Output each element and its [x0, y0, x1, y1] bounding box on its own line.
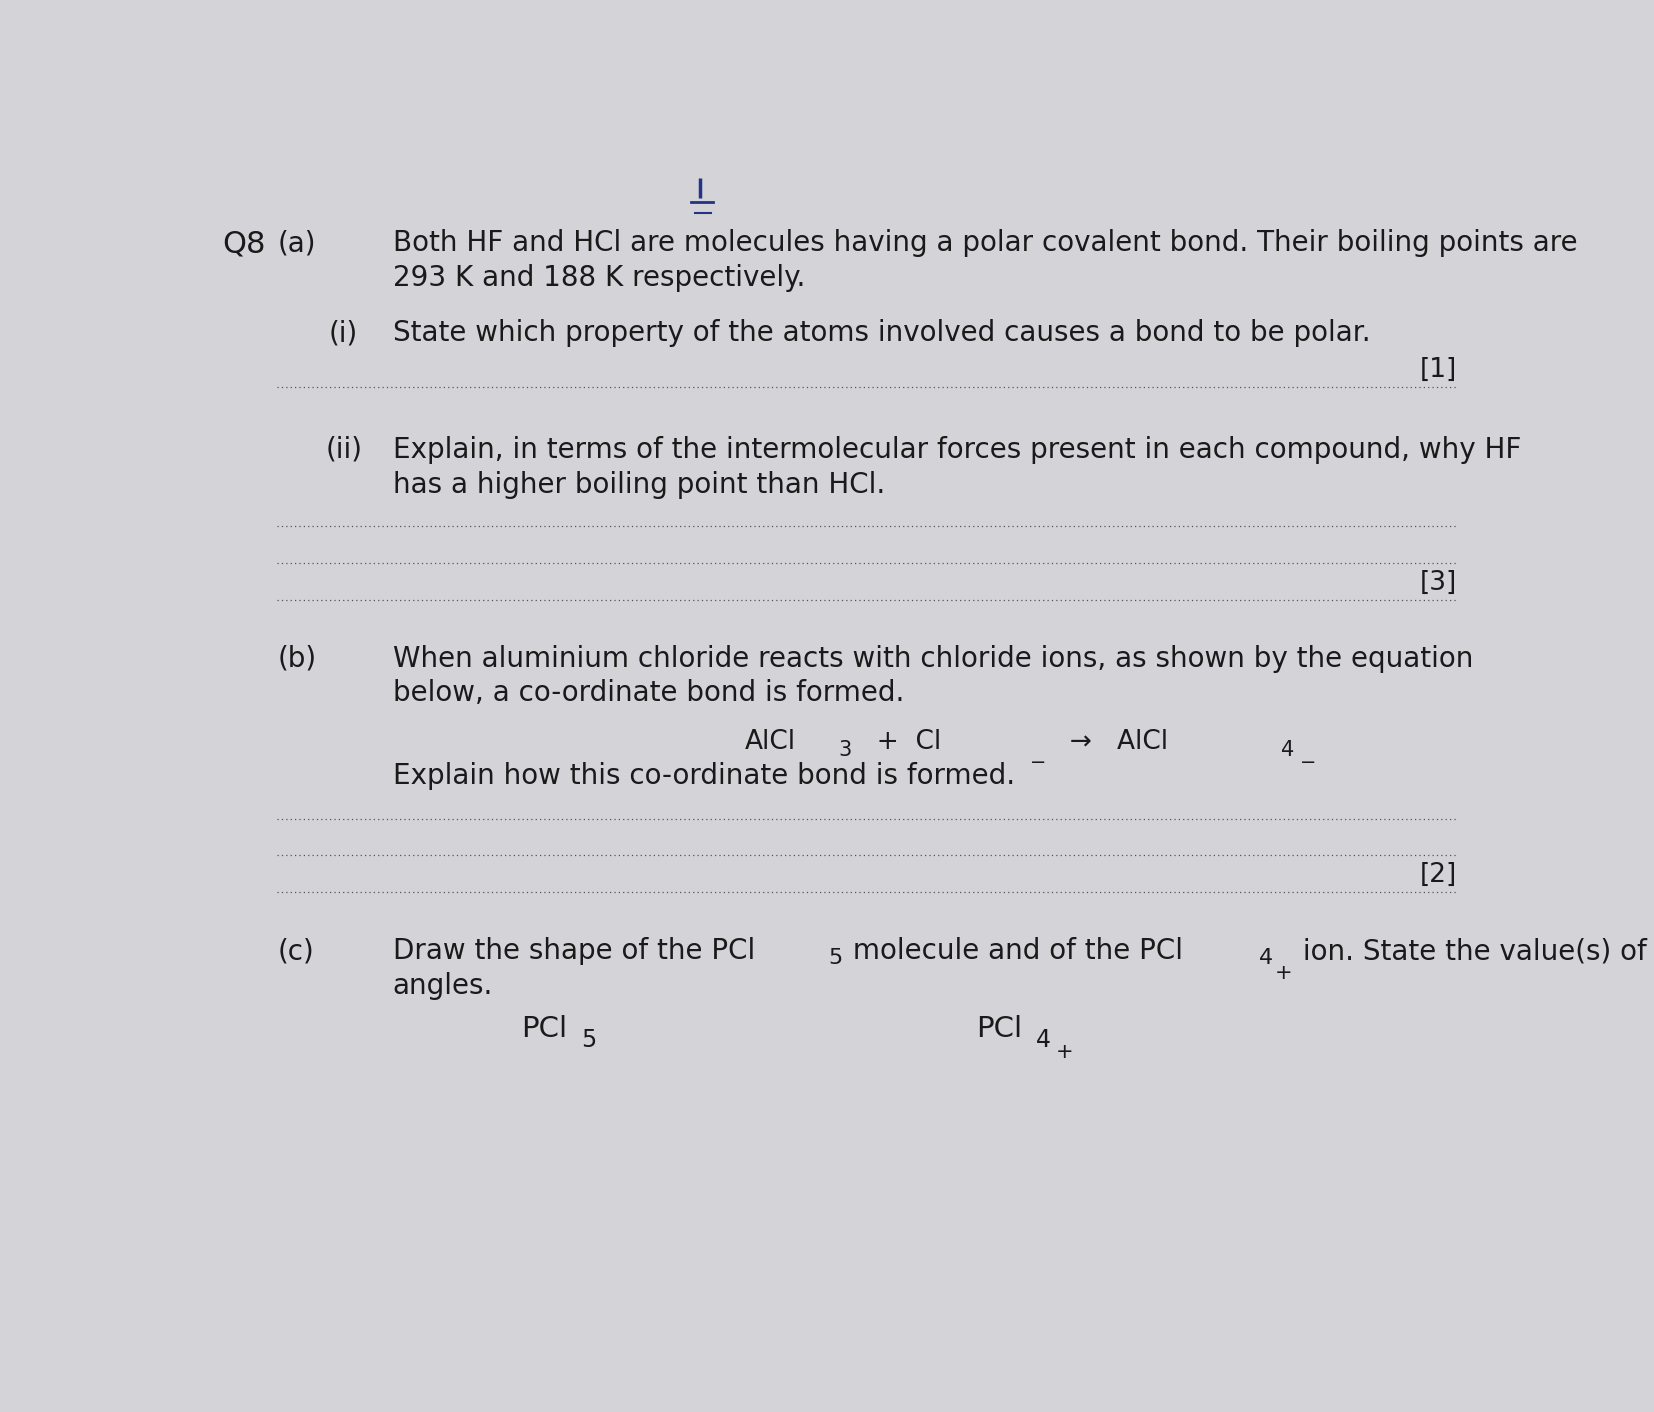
Text: 5: 5 [829, 947, 842, 967]
Text: When aluminium chloride reacts with chloride ions, as shown by the equation: When aluminium chloride reacts with chlo… [392, 644, 1474, 672]
Text: −: − [1030, 753, 1045, 772]
Text: (a): (a) [278, 229, 316, 257]
Text: (ii): (ii) [326, 436, 362, 463]
Text: AlCl: AlCl [744, 730, 796, 755]
Text: 5: 5 [581, 1028, 597, 1052]
Text: ion. State the value(s) of the bond: ion. State the value(s) of the bond [1293, 938, 1654, 964]
Text: Explain, in terms of the intermolecular forces present in each compound, why HF: Explain, in terms of the intermolecular … [392, 436, 1522, 463]
Text: [1]: [1] [1419, 357, 1457, 383]
Text: (c): (c) [278, 938, 314, 964]
Text: Q8: Q8 [222, 229, 266, 258]
Text: Both HF and HCl are molecules having a polar covalent bond. Their boiling points: Both HF and HCl are molecules having a p… [392, 229, 1578, 257]
Text: (i): (i) [329, 319, 357, 347]
Text: 293 K and 188 K respectively.: 293 K and 188 K respectively. [392, 264, 805, 292]
Text: angles.: angles. [392, 971, 493, 1000]
Text: [3]: [3] [1419, 569, 1457, 596]
Text: 4: 4 [1259, 947, 1274, 967]
Text: below, a co-ordinate bond is formed.: below, a co-ordinate bond is formed. [392, 679, 905, 707]
Text: State which property of the atoms involved causes a bond to be polar.: State which property of the atoms involv… [392, 319, 1370, 347]
Text: +  Cl: + Cl [860, 730, 941, 755]
Text: PCl: PCl [976, 1015, 1022, 1043]
Text: Explain how this co-ordinate bond is formed.: Explain how this co-ordinate bond is for… [392, 762, 1016, 789]
Text: +: + [1055, 1042, 1073, 1062]
Text: →   AlCl: → AlCl [1052, 730, 1168, 755]
Text: [2]: [2] [1419, 863, 1457, 888]
Text: PCl: PCl [521, 1015, 567, 1043]
Text: molecule and of the PCl: molecule and of the PCl [844, 938, 1183, 964]
Text: (b): (b) [278, 644, 316, 672]
Text: has a higher boiling point than HCl.: has a higher boiling point than HCl. [392, 470, 885, 498]
Text: 4: 4 [1035, 1028, 1050, 1052]
Text: +: + [1275, 963, 1292, 983]
Text: −: − [1300, 753, 1317, 772]
Text: 4: 4 [1280, 740, 1293, 760]
Text: Draw the shape of the PCl: Draw the shape of the PCl [392, 938, 754, 964]
Text: 3: 3 [839, 740, 852, 760]
